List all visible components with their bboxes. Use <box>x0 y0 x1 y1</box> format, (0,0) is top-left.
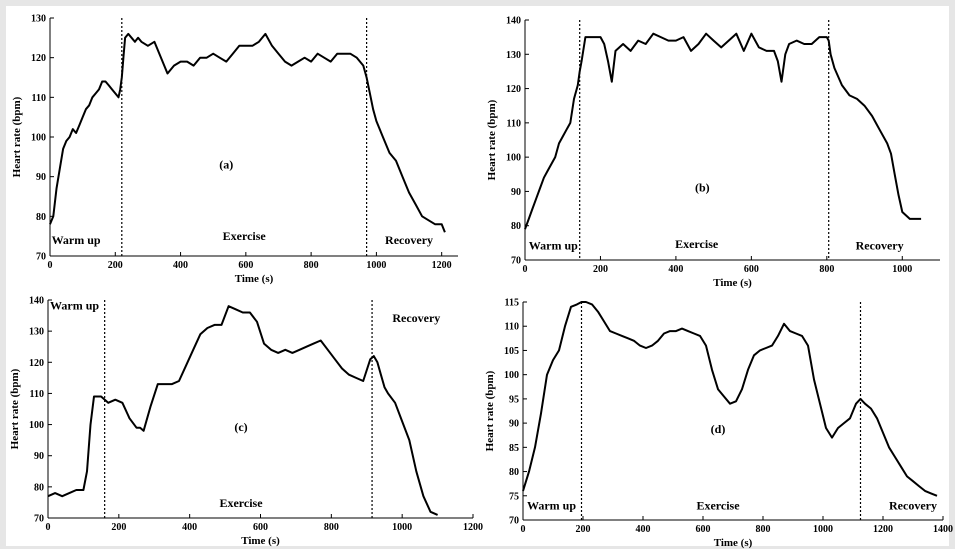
x-axis-title: Time (s) <box>241 535 280 547</box>
panel-tag: (a) <box>219 158 233 172</box>
y-tick-label: 80 <box>34 482 44 493</box>
x-tick-label: 0 <box>48 260 53 271</box>
y-tick-label: 70 <box>509 516 519 527</box>
x-axis-title: Time (s) <box>714 537 753 549</box>
panel-tag: (b) <box>695 180 710 194</box>
y-tick-label: 140 <box>506 16 521 27</box>
x-tick-label: 1400 <box>933 524 953 535</box>
x-tick-label: 0 <box>523 264 528 275</box>
x-tick-label: 800 <box>819 264 834 275</box>
x-tick-label: 600 <box>696 524 711 535</box>
phase-label: Exercise <box>696 498 740 512</box>
x-tick-label: 800 <box>324 522 339 533</box>
y-tick-label: 120 <box>506 84 521 95</box>
x-tick-label: 0 <box>46 522 51 533</box>
y-tick-label: 120 <box>29 358 44 369</box>
y-tick-label: 105 <box>504 346 519 357</box>
y-tick-label: 70 <box>511 256 521 267</box>
x-tick-label: 200 <box>576 524 591 535</box>
x-tick-label: 1000 <box>392 522 412 533</box>
chart-panel-3: 0 200 400 600 800 1000 1200 70 80 90 100 110 120 130 1… <box>9 296 483 548</box>
y-tick-label: 80 <box>36 212 46 223</box>
phase-label: Recovery <box>392 311 440 325</box>
y-tick-label: 70 <box>34 514 44 525</box>
y-tick-label: 100 <box>29 420 44 431</box>
y-tick-label: 80 <box>509 467 519 478</box>
y-tick-label: 85 <box>509 443 519 454</box>
x-tick-label: 400 <box>182 522 197 533</box>
panel-tag: (d) <box>711 422 726 436</box>
heart-rate-series <box>47 305 439 516</box>
y-tick-label: 110 <box>507 118 521 129</box>
y-tick-label: 90 <box>36 172 46 183</box>
x-tick-label: 1000 <box>892 264 912 275</box>
x-axis-title: Time (s) <box>713 277 752 289</box>
y-tick-label: 130 <box>506 50 521 61</box>
chart-panel-1: 0 200 400 600 800 1000 1200 70 80 90 100 110 120 130 T… <box>11 14 458 285</box>
y-tick-label: 90 <box>511 187 521 198</box>
phase-label: Exercise <box>675 237 719 251</box>
x-tick-label: 400 <box>173 260 188 271</box>
y-axis-title: Heart rate (bpm) <box>9 368 21 449</box>
x-tick-label: 600 <box>253 522 268 533</box>
phase-label: Recovery <box>385 233 433 247</box>
heart-rate-series <box>524 32 922 230</box>
panels: 0 200 400 600 800 1000 1200708090100110120130T… <box>9 14 953 549</box>
x-tick-label: 1200 <box>432 260 452 271</box>
x-tick-label: 200 <box>593 264 608 275</box>
x-axis-title: Time (s) <box>235 273 274 285</box>
y-tick-label: 90 <box>34 451 44 462</box>
y-axis-title: Heart rate (bpm) <box>11 96 23 177</box>
y-tick-label: 100 <box>506 153 521 164</box>
chart-panel-2: 0 200 400 600 800 1000 70 80 90 100 110 120 130 140 Ti… <box>486 16 940 289</box>
chart-panel-4: 0 200 400 600 800 1000 1200 1400 70 75 80 85 90 95 100… <box>484 298 953 549</box>
x-tick-label: 1000 <box>813 524 833 535</box>
x-tick-label: 400 <box>636 524 651 535</box>
x-tick-label: 0 <box>521 524 526 535</box>
y-tick-label: 95 <box>509 394 519 405</box>
phase-label: Warm up <box>52 233 101 247</box>
phase-label: Recovery <box>856 239 904 253</box>
phase-label: Warm up <box>527 498 576 512</box>
y-tick-label: 130 <box>29 327 44 338</box>
y-tick-label: 100 <box>504 370 519 381</box>
y-tick-label: 80 <box>511 221 521 232</box>
y-tick-label: 115 <box>505 298 519 309</box>
x-tick-label: 400 <box>668 264 683 275</box>
heart-rate-series <box>522 301 938 497</box>
x-tick-label: 800 <box>304 260 319 271</box>
y-tick-label: 120 <box>31 53 46 64</box>
y-tick-label: 140 <box>29 296 44 307</box>
phase-label: Warm up <box>50 298 99 312</box>
x-tick-label: 1200 <box>873 524 893 535</box>
y-tick-label: 75 <box>509 491 519 502</box>
x-tick-label: 600 <box>238 260 253 271</box>
y-tick-label: 70 <box>36 252 46 263</box>
x-tick-label: 1200 <box>463 522 483 533</box>
x-tick-label: 800 <box>756 524 771 535</box>
phase-label: Exercise <box>223 229 267 243</box>
y-tick-label: 130 <box>31 14 46 25</box>
phase-label: Exercise <box>219 496 263 510</box>
panel-tag: (c) <box>234 420 247 434</box>
figure-canvas <box>6 6 949 546</box>
y-axis-title: Heart rate (bpm) <box>484 370 496 451</box>
y-tick-label: 90 <box>509 419 519 430</box>
y-tick-label: 100 <box>31 133 46 144</box>
heart-rate-series <box>49 32 446 233</box>
y-axis-title: Heart rate (bpm) <box>486 99 498 180</box>
x-tick-label: 600 <box>744 264 759 275</box>
y-tick-label: 110 <box>32 93 46 104</box>
y-tick-label: 110 <box>505 322 519 333</box>
phase-label: Recovery <box>889 498 937 512</box>
y-tick-label: 110 <box>30 389 44 400</box>
x-tick-label: 1000 <box>366 260 386 271</box>
x-tick-label: 200 <box>111 522 126 533</box>
x-tick-label: 200 <box>108 260 123 271</box>
phase-label: Warm up <box>529 239 578 253</box>
